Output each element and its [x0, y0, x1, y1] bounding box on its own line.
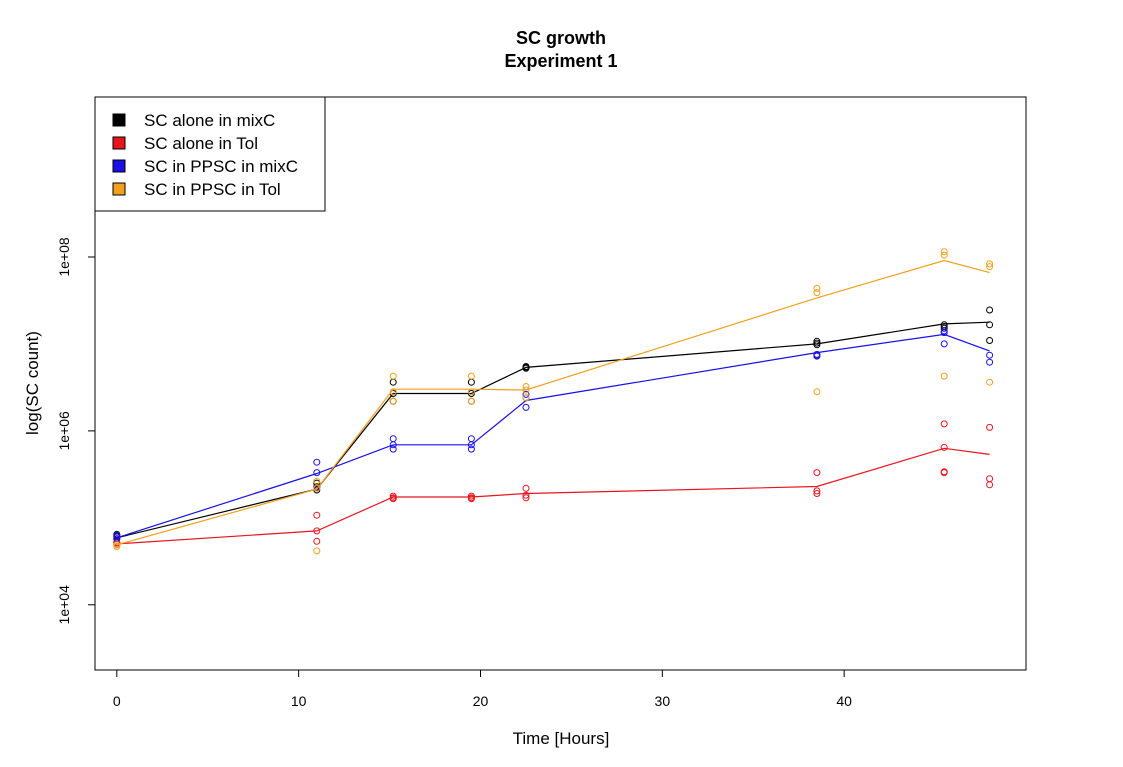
- data-point: [986, 260, 994, 268]
- data-point: [313, 484, 321, 492]
- legend-label: SC alone in Tol: [144, 134, 258, 153]
- y-tick-label: 1e+06: [56, 411, 72, 451]
- data-point: [113, 531, 121, 539]
- data-point: [389, 397, 397, 405]
- y-tick-label: 1e+08: [56, 237, 72, 277]
- x-tick-label: 30: [655, 693, 671, 709]
- legend: SC alone in mixC SC alone in Tol SC in PPS…: [94, 96, 326, 212]
- data-point: [522, 390, 530, 398]
- data-point: [313, 458, 321, 466]
- y-axis: 1e+04 1e+06 1e+08: [56, 237, 96, 625]
- data-point: [113, 541, 121, 549]
- data-point: [986, 475, 994, 483]
- data-point: [813, 284, 821, 292]
- data-point: [940, 340, 948, 348]
- data-point: [389, 441, 397, 449]
- data-point: [986, 321, 994, 329]
- data-point: [467, 372, 475, 380]
- data-point: [813, 469, 821, 477]
- series-layer: [113, 248, 994, 555]
- data-point: [522, 364, 530, 372]
- data-point: [522, 403, 530, 411]
- data-point: [467, 435, 475, 443]
- data-point: [467, 388, 475, 396]
- x-tick-label: 40: [836, 693, 852, 709]
- data-point: [940, 329, 948, 337]
- data-point: [522, 386, 530, 394]
- series-3: [113, 248, 994, 555]
- series-1: [113, 420, 994, 549]
- x-tick-label: 20: [473, 693, 489, 709]
- data-point: [389, 445, 397, 453]
- data-point: [986, 351, 994, 359]
- data-point: [467, 397, 475, 405]
- data-point: [986, 337, 994, 344]
- series-line: [116, 333, 990, 539]
- series-line: [116, 321, 990, 539]
- data-point: [389, 378, 397, 386]
- data-point: [813, 487, 821, 495]
- x-tick-label: 0: [113, 693, 121, 709]
- legend-label: SC in PPSC in mixC: [144, 157, 298, 176]
- data-point: [940, 324, 948, 332]
- data-point: [940, 372, 948, 380]
- chart-title: SC growth: [516, 28, 606, 48]
- data-point: [522, 484, 530, 492]
- data-point: [389, 388, 397, 396]
- data-point: [522, 383, 530, 390]
- data-point: [467, 378, 475, 386]
- data-point: [313, 547, 321, 555]
- data-point: [813, 289, 821, 297]
- legend-swatch: [112, 136, 126, 150]
- legend-box: [94, 96, 326, 212]
- data-point: [813, 388, 821, 396]
- data-point: [940, 251, 948, 259]
- y-tick-label: 1e+04: [56, 585, 72, 625]
- series-line: [116, 447, 990, 545]
- data-point: [522, 491, 530, 499]
- data-point: [986, 423, 994, 431]
- data-point: [813, 490, 821, 497]
- data-point: [313, 511, 321, 519]
- data-point: [522, 494, 530, 502]
- legend-swatch: [112, 113, 126, 127]
- series-line: [116, 259, 990, 546]
- data-point: [940, 469, 948, 477]
- data-point: [940, 248, 948, 256]
- chart-subtitle: Experiment 1: [504, 51, 617, 71]
- data-point: [940, 420, 948, 428]
- data-point: [813, 341, 821, 349]
- data-point: [389, 372, 397, 380]
- legend-label: SC in PPSC in Tol: [144, 180, 281, 199]
- data-point: [986, 378, 994, 386]
- data-point: [940, 443, 948, 451]
- data-point: [813, 352, 821, 360]
- data-point: [467, 441, 475, 449]
- legend-label: SC alone in mixC: [144, 111, 275, 130]
- x-axis: 0 10 20 30 40: [113, 669, 852, 709]
- legend-swatch: [112, 159, 126, 173]
- data-point: [986, 263, 994, 271]
- x-axis-label: Time [Hours]: [513, 729, 610, 748]
- data-point: [986, 358, 994, 366]
- data-point: [313, 477, 321, 485]
- data-point: [986, 481, 994, 489]
- series-2: [113, 327, 994, 543]
- data-point: [313, 527, 321, 535]
- data-point: [522, 394, 530, 402]
- legend-swatch: [112, 182, 126, 196]
- data-point: [313, 469, 321, 477]
- x-tick-label: 10: [291, 693, 307, 709]
- data-point: [113, 538, 121, 546]
- data-point: [467, 445, 475, 453]
- data-point: [313, 537, 321, 545]
- data-point: [389, 435, 397, 443]
- data-point: [389, 495, 397, 503]
- data-point: [467, 495, 475, 503]
- data-point: [986, 306, 994, 314]
- series-0: [113, 306, 994, 543]
- y-axis-label: log(SC count): [23, 331, 42, 435]
